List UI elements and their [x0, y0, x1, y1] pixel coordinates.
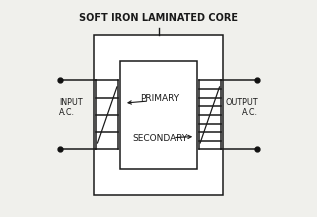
- Text: SECONDARY: SECONDARY: [133, 134, 188, 143]
- Text: PRIMARY: PRIMARY: [140, 94, 180, 103]
- Bar: [94, 35, 223, 195]
- Bar: [120, 61, 197, 169]
- Text: INPUT
A.C.: INPUT A.C.: [59, 98, 83, 117]
- Text: SOFT IRON LAMINATED CORE: SOFT IRON LAMINATED CORE: [79, 13, 238, 23]
- Text: OUTPUT
A.C.: OUTPUT A.C.: [225, 98, 258, 117]
